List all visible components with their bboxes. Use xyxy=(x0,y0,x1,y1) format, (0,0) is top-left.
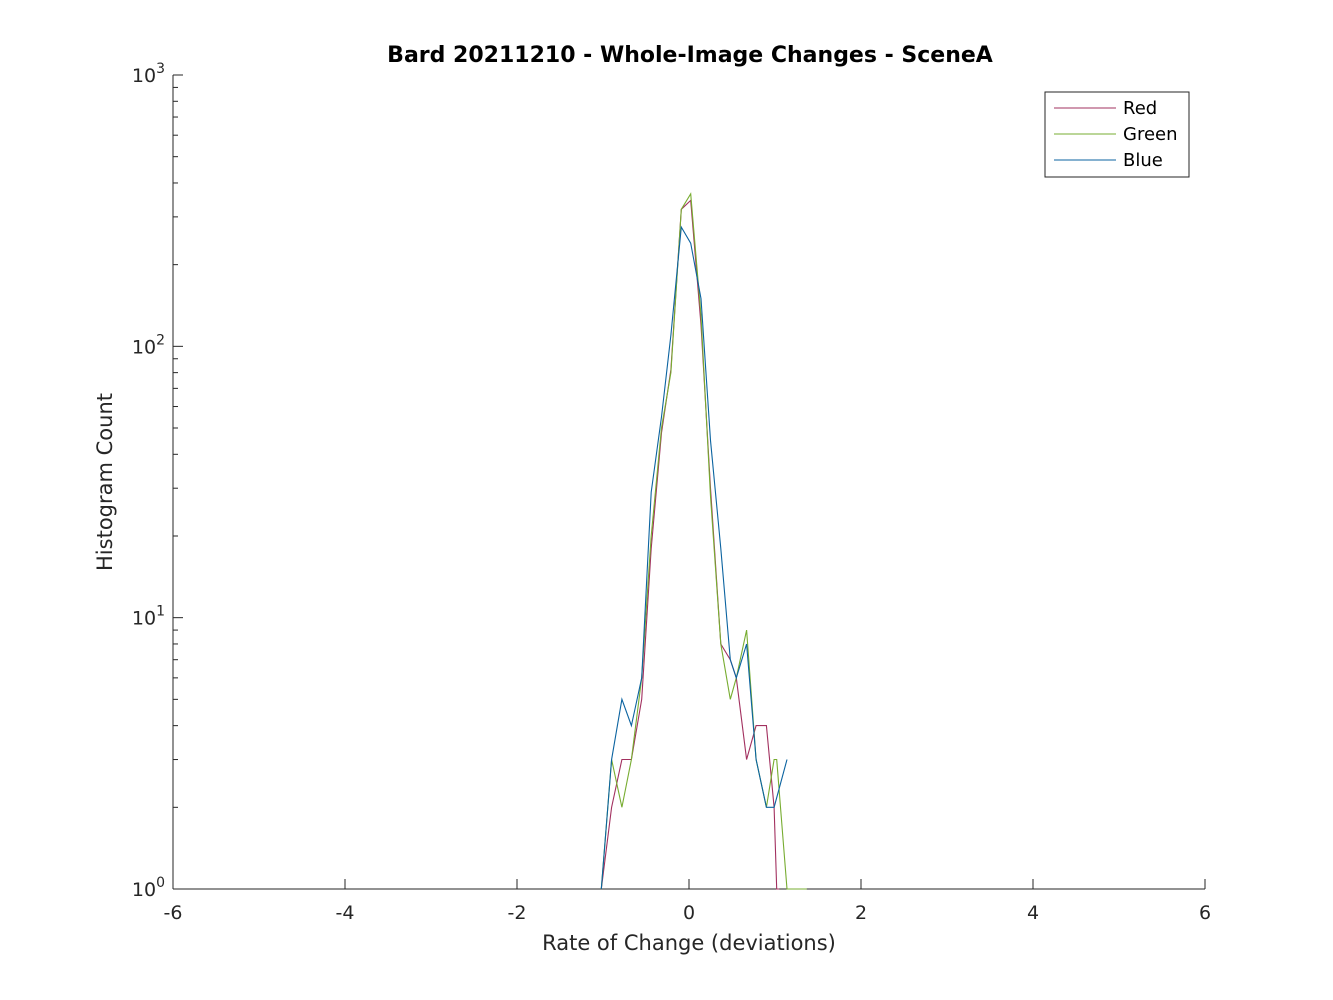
x-axis-label: Rate of Change (deviations) xyxy=(542,931,836,955)
y-tick-label: 103 xyxy=(132,61,165,87)
y-tick-label: 101 xyxy=(132,604,165,630)
x-tick-label: -4 xyxy=(336,902,355,924)
x-tick-label: 4 xyxy=(1027,902,1039,924)
series-line-green xyxy=(600,192,807,890)
y-tick-label: 100 xyxy=(132,875,165,901)
x-tick-label: -2 xyxy=(508,902,527,924)
x-tick-label: 6 xyxy=(1199,902,1211,924)
x-tick-label: 0 xyxy=(683,902,695,924)
x-tick-label: 2 xyxy=(855,902,867,924)
series-lines xyxy=(600,192,807,890)
legend-label-red: Red xyxy=(1123,98,1157,119)
y-axis-ticks: 100 101 102 103 xyxy=(132,61,183,901)
legend-label-blue: Blue xyxy=(1123,150,1163,171)
series-line-blue xyxy=(600,225,788,890)
legend: Red Green Blue xyxy=(1044,91,1190,178)
x-tick-label: -6 xyxy=(164,902,183,924)
chart-title: Bard 20211210 - Whole-Image Changes - Sc… xyxy=(387,43,993,68)
y-axis-label: Histogram Count xyxy=(93,393,117,571)
x-axis-ticks: -6 -4 -2 0 2 4 6 xyxy=(164,879,1211,924)
y-tick-label: 102 xyxy=(132,332,165,358)
legend-label-green: Green xyxy=(1123,124,1178,145)
